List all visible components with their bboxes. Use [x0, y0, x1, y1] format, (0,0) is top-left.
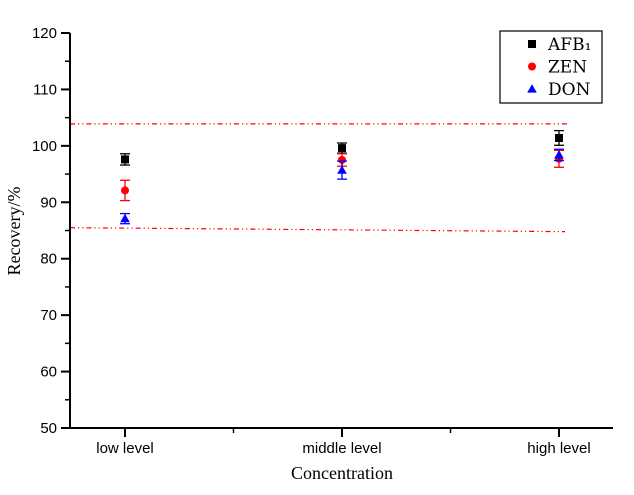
- legend-label-DON: DON: [548, 80, 591, 100]
- y-tick-label: 80: [40, 251, 57, 268]
- x-axis-title: Concentration: [291, 463, 393, 483]
- legend-box: [499, 30, 603, 104]
- data-point-ZEN-2-marker: [338, 155, 346, 164]
- data-point-DON-2-marker: [337, 165, 347, 174]
- legend-label-AFB: AFB₁: [547, 35, 591, 55]
- y-tick-label: 100: [32, 138, 57, 155]
- y-tick-label: 110: [33, 81, 57, 98]
- data-point-ZEN-1-marker: [121, 186, 129, 195]
- data-point-AFB-2-marker: [338, 144, 346, 153]
- x-category-label: middle level: [302, 440, 381, 457]
- y-tick-label: 70: [40, 307, 57, 324]
- legend-label-ZEN: ZEN: [548, 58, 587, 78]
- data-point-DON-3-marker: [554, 150, 564, 159]
- data-point-AFB-3-marker: [555, 133, 563, 142]
- y-tick-label: 60: [40, 364, 57, 381]
- y-tick-label: 120: [32, 25, 57, 42]
- data-point-AFB-1-marker: [121, 155, 129, 164]
- reference-line-2: [69, 227, 566, 233]
- y-tick-label: 90: [40, 194, 57, 211]
- y-tick-label: 50: [40, 420, 57, 437]
- legend-marker-DON: [527, 84, 537, 93]
- data-point-DON-1-marker: [120, 213, 130, 223]
- x-category-label: high level: [527, 440, 590, 457]
- legend-marker-ZEN: [528, 62, 536, 71]
- x-category-label: low level: [96, 440, 154, 457]
- legend-marker-AFB: [528, 40, 536, 48]
- y-axis-title: Recovery/%: [4, 187, 24, 276]
